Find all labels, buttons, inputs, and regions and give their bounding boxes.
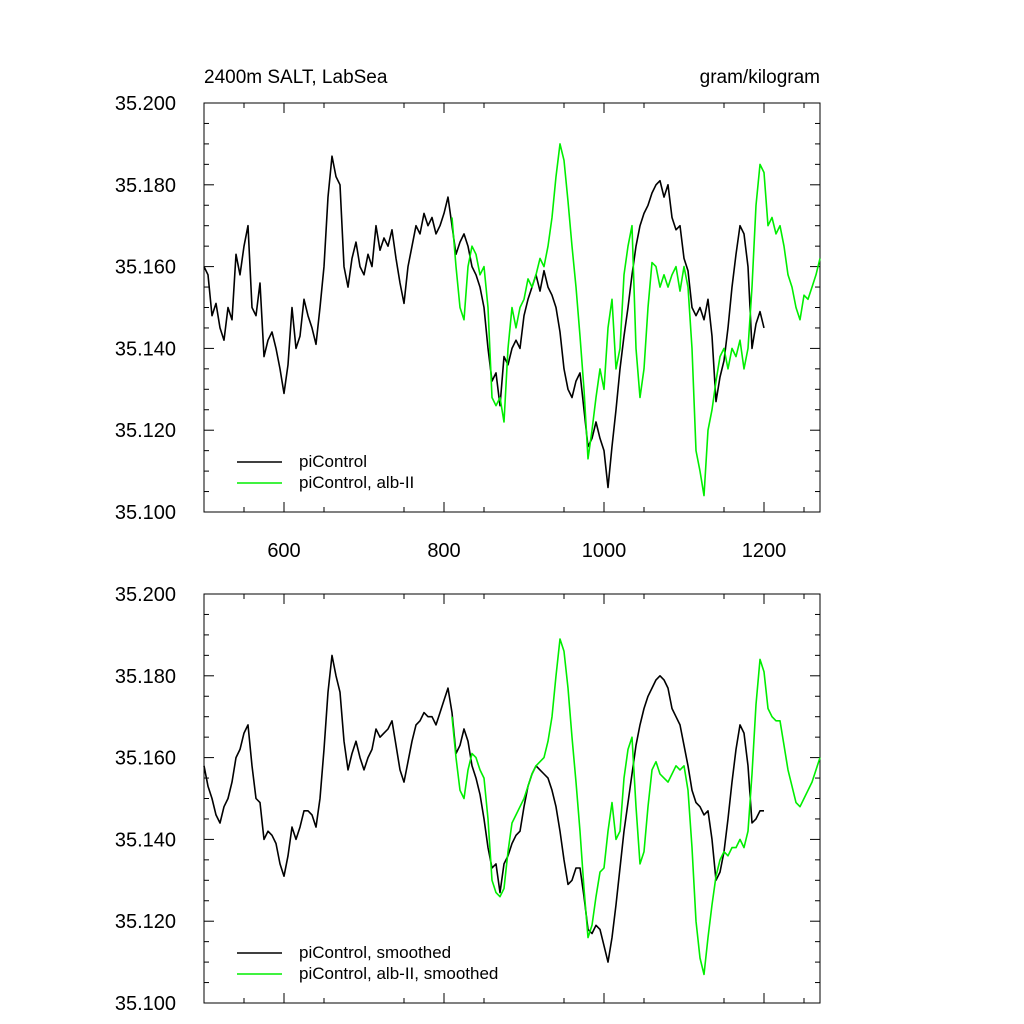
y-tick-label: 35.160 xyxy=(115,257,176,279)
y-tick-label: 35.120 xyxy=(115,420,176,442)
legend-label: piControl, alb-II xyxy=(299,473,414,492)
x-tick-label: 1000 xyxy=(582,540,627,562)
legend-label: piControl, smoothed xyxy=(299,943,451,962)
x-tick-label: 600 xyxy=(267,540,300,562)
plot-frame xyxy=(203,593,821,1004)
y-tick-label: 35.140 xyxy=(115,829,176,851)
top-panel: 600 800 1000 1200 35.100 35.120 35.140 35.160 35… xyxy=(115,93,821,562)
y-tick-label: 35.100 xyxy=(115,993,176,1015)
y-tick-label: 35.200 xyxy=(115,93,176,115)
x-tick-label: 800 xyxy=(427,540,460,562)
series-line-1 xyxy=(203,155,765,489)
y-tick-label: 35.200 xyxy=(115,584,176,606)
series-line-2 xyxy=(451,638,821,976)
y-tick-label: 35.140 xyxy=(115,338,176,360)
y-tick-label: 35.120 xyxy=(115,911,176,933)
chart-title-left: 2400m SALT, LabSea xyxy=(204,67,388,88)
y-tick-label: 35.100 xyxy=(115,502,176,524)
y-tick-label: 35.160 xyxy=(115,748,176,770)
legend-label: piControl, alb-II, smoothed xyxy=(299,964,498,983)
series-line-2 xyxy=(451,143,821,497)
series-line-1 xyxy=(203,654,764,963)
chart-title-right: gram/kilogram xyxy=(700,67,820,88)
y-tick-label: 35.180 xyxy=(115,175,176,197)
x-tick-label: 1200 xyxy=(742,540,787,562)
bottom-panel: 35.100 35.120 35.140 35.160 35.180 35.200 piCo… xyxy=(115,584,821,1015)
y-tick-label: 35.180 xyxy=(115,666,176,688)
legend-label: piControl xyxy=(299,452,367,471)
